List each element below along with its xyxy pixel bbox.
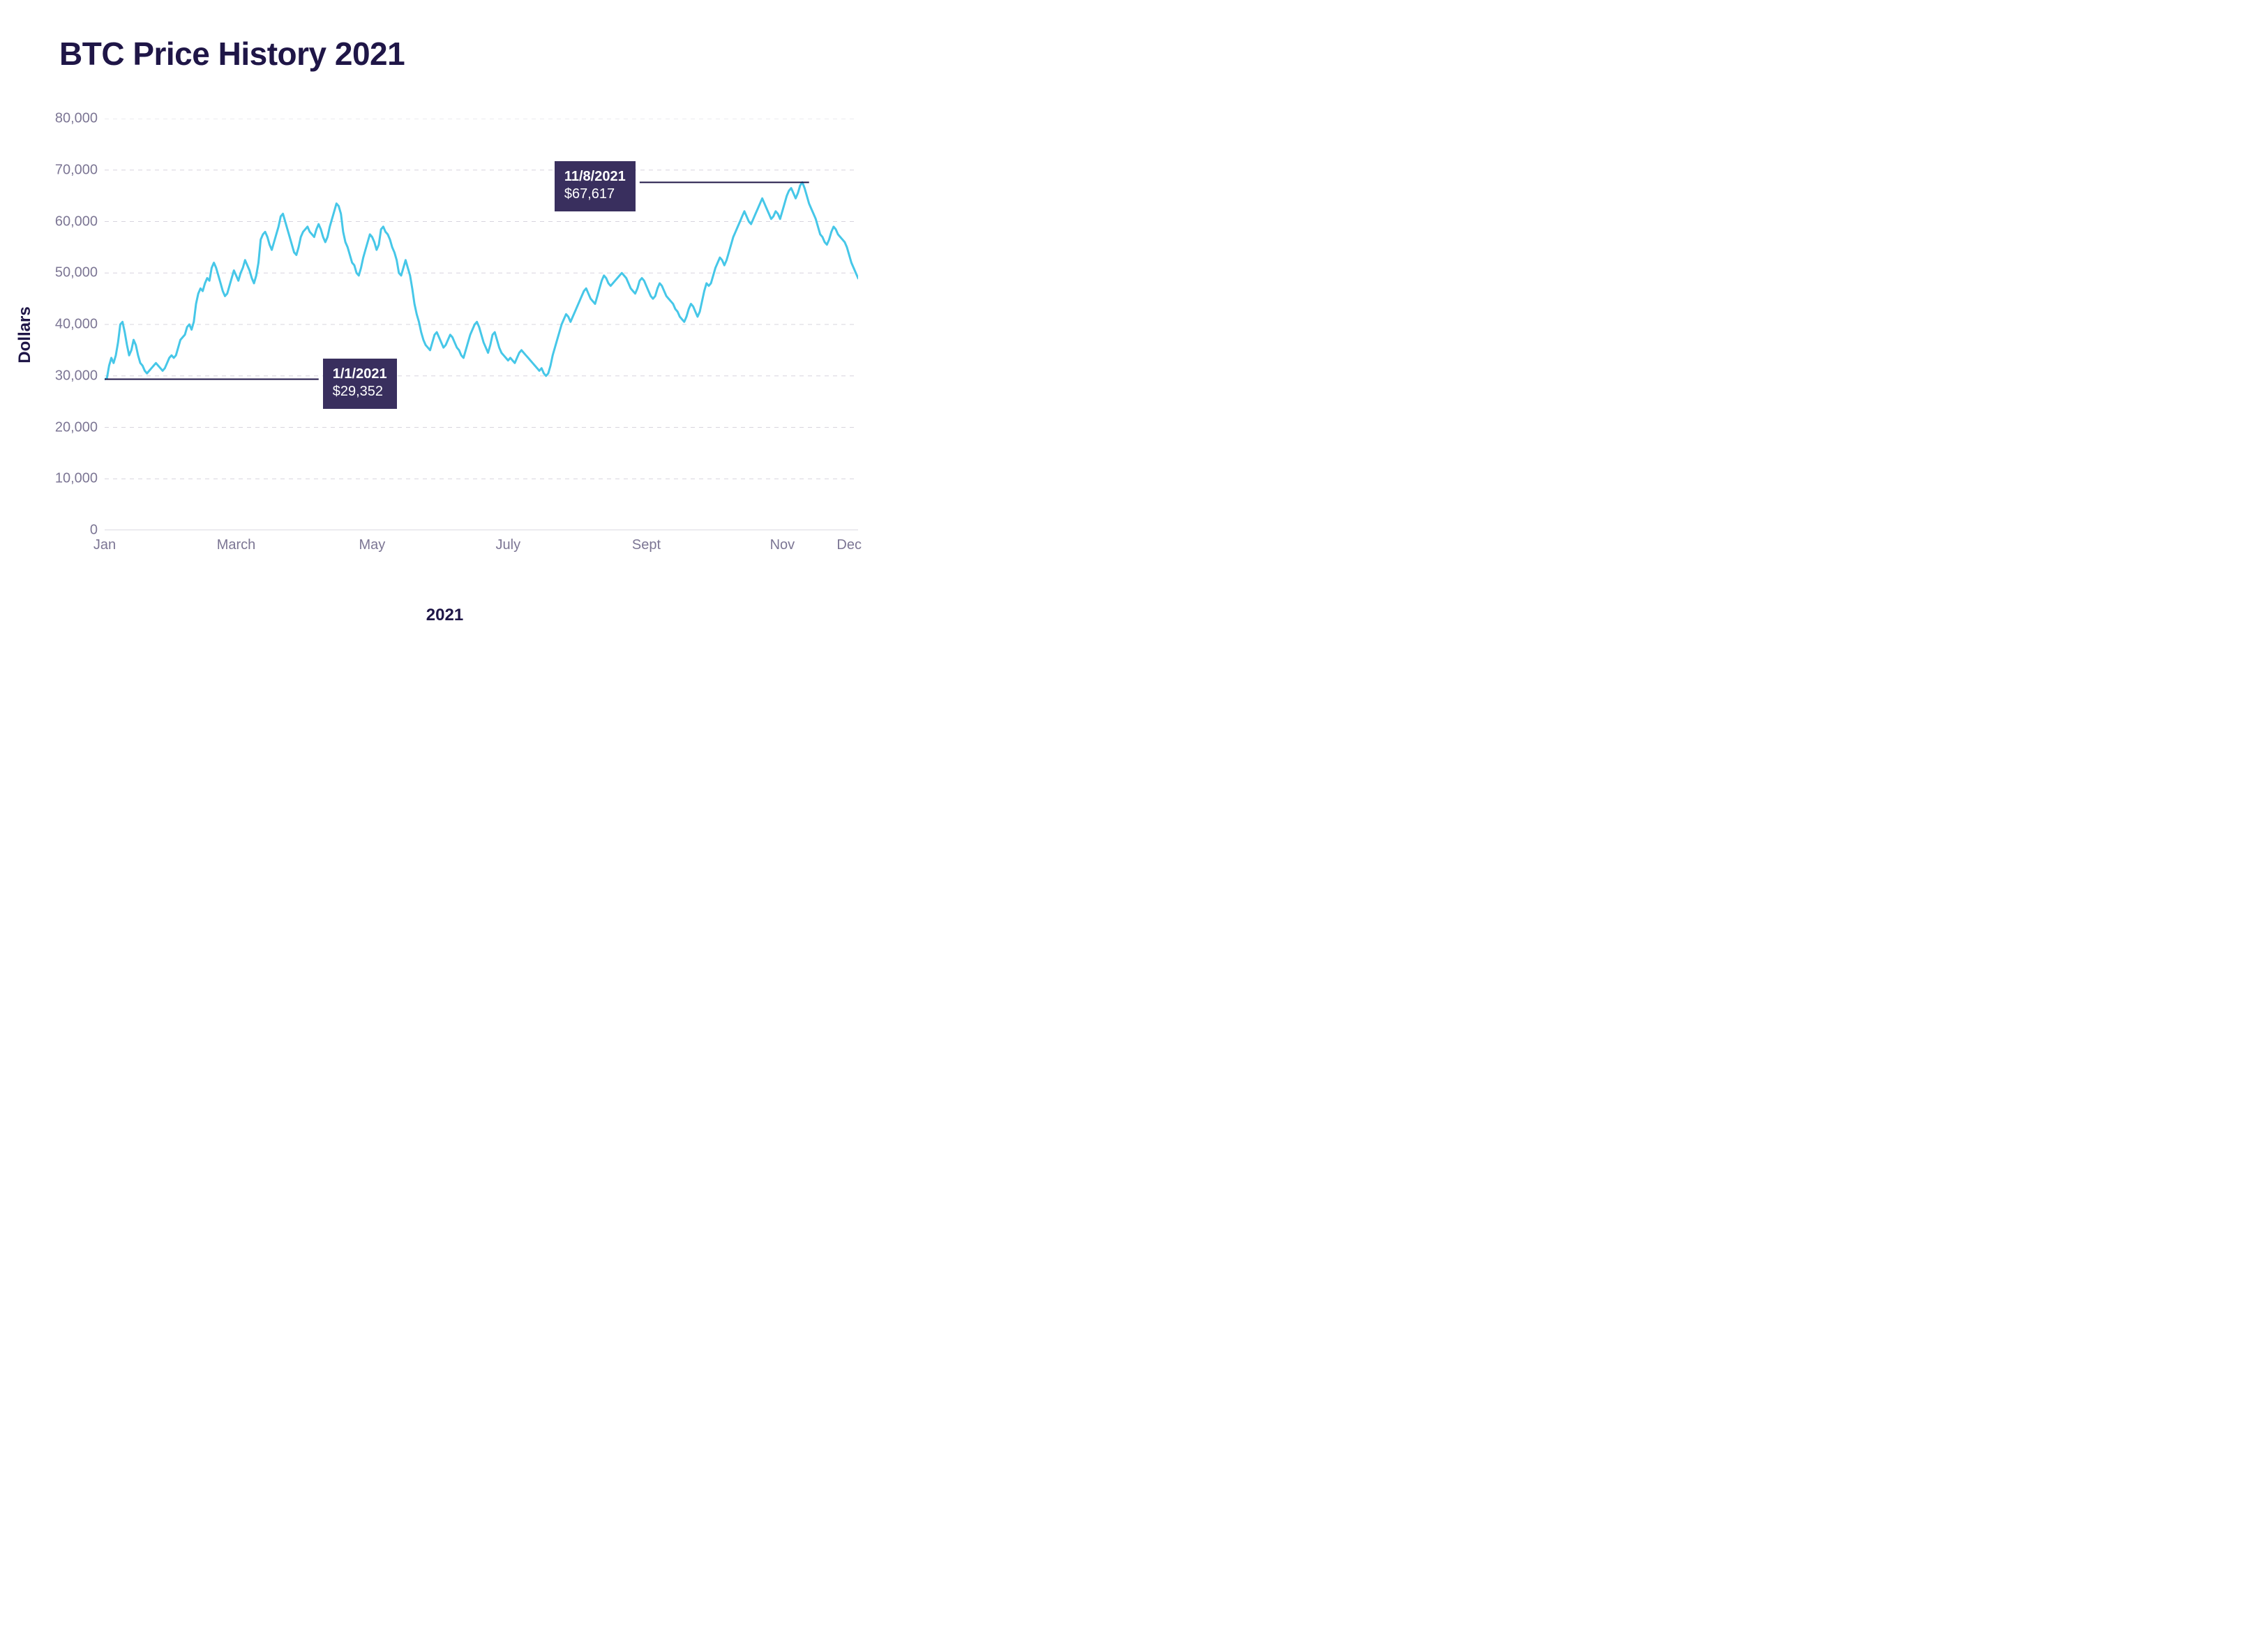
y-tick-label: 10,000	[14, 471, 98, 487]
price-chart-plot	[105, 119, 858, 530]
x-axis-label: 2021	[426, 606, 463, 625]
callout-date: 1/1/2021	[333, 366, 387, 383]
y-tick-label: 0	[14, 523, 98, 539]
chart-container: BTC Price History 2021 Dollars 2021 0 10,…	[0, 0, 889, 646]
x-tick-label: Nov	[770, 537, 795, 553]
y-axis-label: Dollars	[15, 306, 35, 363]
y-tick-label: 30,000	[14, 368, 98, 384]
x-tick-label: May	[359, 537, 386, 553]
callout-value: $29,352	[333, 383, 387, 400]
price-callout: 11/8/2021$67,617	[555, 161, 636, 211]
x-tick-label: March	[217, 537, 256, 553]
y-tick-label: 20,000	[14, 419, 98, 435]
x-tick-label: Dec	[836, 537, 862, 553]
x-tick-label: Sept	[632, 537, 661, 553]
y-tick-label: 40,000	[14, 317, 98, 333]
price-line	[105, 182, 858, 379]
y-tick-label: 50,000	[14, 265, 98, 281]
x-tick-label: Jan	[93, 537, 116, 553]
callout-date: 11/8/2021	[564, 168, 626, 186]
chart-title: BTC Price History 2021	[59, 35, 405, 73]
y-tick-label: 80,000	[14, 111, 98, 127]
y-tick-label: 70,000	[14, 162, 98, 178]
y-tick-label: 60,000	[14, 214, 98, 230]
x-tick-label: July	[496, 537, 521, 553]
callout-value: $67,617	[564, 186, 626, 203]
price-callout: 1/1/2021$29,352	[323, 359, 397, 409]
